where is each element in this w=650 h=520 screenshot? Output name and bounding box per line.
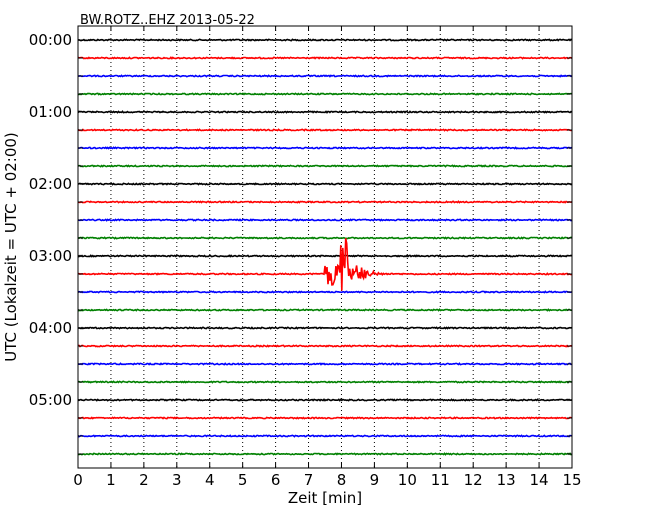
- x-tick-label: 10: [398, 471, 417, 489]
- trace-0545: [77, 452, 573, 456]
- trace-0345: [77, 308, 573, 312]
- x-tick-label: 11: [431, 471, 450, 489]
- x-tick-label: 1: [106, 471, 116, 489]
- trace-0330: [77, 290, 573, 294]
- trace-0500: [77, 398, 573, 402]
- x-axis-label: Zeit [min]: [288, 489, 362, 507]
- trace-0045: [77, 92, 573, 96]
- x-tick-label: 15: [562, 471, 581, 489]
- x-axis-ticks: 0 1 2 3 4 5 6 7 8 9 10 11 12 13 14 15: [73, 26, 582, 489]
- trace-0200: [77, 182, 573, 186]
- x-tick-label: 4: [205, 471, 215, 489]
- x-tick-label: 8: [337, 471, 347, 489]
- y-tick-label: 02:00: [29, 175, 72, 193]
- trace-0100: [77, 110, 573, 114]
- y-tick-label: 05:00: [29, 391, 72, 409]
- trace-0130: [78, 146, 573, 150]
- trace-0115: [77, 128, 572, 132]
- x-tick-label: 14: [530, 471, 549, 489]
- trace-0300: [77, 254, 573, 258]
- trace-0000: [77, 38, 573, 42]
- y-axis-label: UTC (Lokalzeit = UTC + 02:00): [2, 132, 20, 362]
- x-tick-label: 3: [172, 471, 182, 489]
- trace-0530: [77, 434, 573, 438]
- trace-0315: [77, 238, 573, 291]
- trace-0230: [77, 218, 573, 222]
- y-tick-label: 04:00: [29, 319, 72, 337]
- x-tick-label: 7: [304, 471, 314, 489]
- trace-0415: [77, 344, 573, 348]
- trace-0145: [77, 164, 572, 168]
- x-tick-label: 0: [73, 471, 83, 489]
- trace-0400: [77, 326, 573, 330]
- x-tick-label: 12: [464, 471, 483, 489]
- x-tick-label: 9: [370, 471, 380, 489]
- y-tick-label: 00:00: [29, 31, 72, 49]
- trace-0015: [77, 56, 573, 60]
- trace-0245: [77, 236, 573, 240]
- trace-0445: [77, 380, 572, 384]
- seismic-traces: [77, 38, 573, 456]
- y-tick-label: 01:00: [29, 103, 72, 121]
- trace-0430: [77, 362, 573, 366]
- chart-title: BW.ROTZ..EHZ 2013-05-22: [80, 13, 255, 28]
- y-tick-label: 03:00: [29, 247, 72, 265]
- trace-0030: [78, 74, 573, 78]
- y-axis-ticks: 00:00 01:00 02:00 03:00 04:00 05:00: [29, 31, 572, 455]
- x-tick-label: 13: [497, 471, 516, 489]
- plot-frame: [77, 25, 573, 469]
- x-tick-label: 2: [139, 471, 149, 489]
- trace-0515: [77, 416, 573, 420]
- trace-0215: [77, 200, 573, 204]
- x-tick-label: 5: [238, 471, 248, 489]
- grid-lines: [110, 26, 540, 468]
- x-tick-label: 6: [271, 471, 281, 489]
